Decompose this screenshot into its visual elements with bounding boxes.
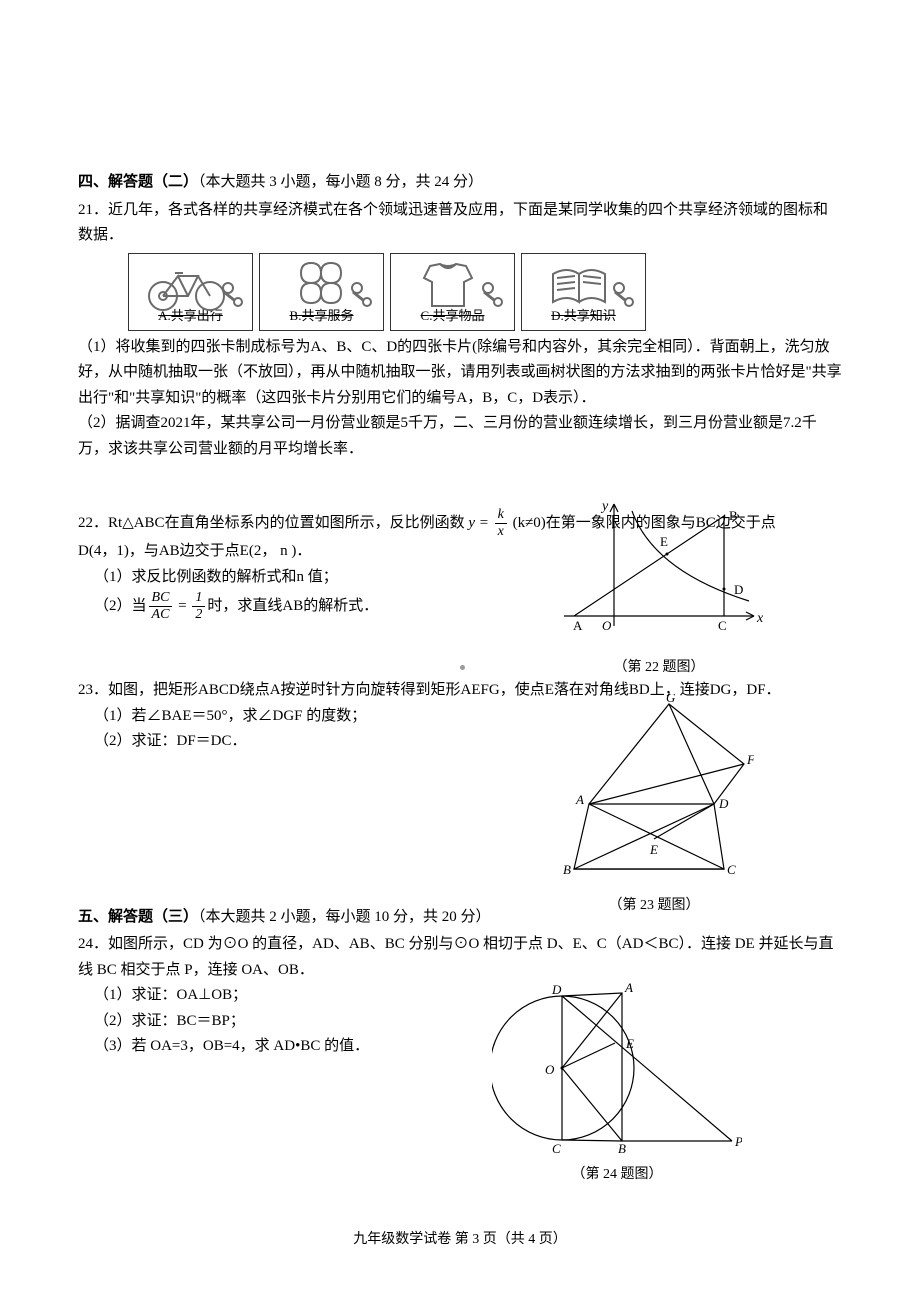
- svg-text:E: E: [649, 842, 658, 857]
- q24-number: 24．: [78, 936, 108, 952]
- section-5-title: 五、解答题（三）: [78, 909, 198, 925]
- q24-graph-label: （第 24 题图）: [492, 1163, 742, 1187]
- q22-fraction-half: 12: [192, 591, 205, 622]
- svg-text:D: D: [734, 582, 743, 597]
- svg-text:F: F: [746, 752, 754, 767]
- q22-text-a: Rt△ABC在直角坐标系内的位置如图所示，反比例函数: [108, 515, 465, 531]
- question-23: 23．如图，把矩形ABCD绕点A按逆时针方向旋转得到矩形AEFG，使点E落在对角…: [78, 678, 842, 755]
- section-5-desc: （本大题共 2 小题，每小题 10 分，共 20 分）: [198, 909, 491, 925]
- svg-text:B: B: [563, 862, 571, 877]
- svg-text:G: G: [666, 694, 676, 705]
- svg-text:y: y: [600, 499, 609, 514]
- svg-text:E: E: [625, 1036, 634, 1051]
- icon-card-d: D.共享知识: [521, 253, 646, 331]
- svg-text:B: B: [729, 508, 738, 523]
- q23-graph-label: （第 23 题图）: [554, 894, 754, 918]
- question-22: 22．Rt△ABC在直角坐标系内的位置如图所示，反比例函数 y = kx (k≠…: [78, 508, 842, 623]
- q22-text-c: D(4，1)，与AB边交于点E(2， n )．: [78, 543, 311, 559]
- section-4-desc: （本大题共 3 小题，每小题 8 分，共 24 分）: [198, 174, 483, 190]
- q22-formula: y =: [468, 515, 492, 531]
- icon-card-a: A.共享出行: [128, 253, 253, 331]
- tshirt-icon: [400, 258, 505, 314]
- q22-p2-a: （2）当: [94, 598, 147, 614]
- svg-text:C: C: [727, 862, 736, 877]
- svg-text:D: D: [718, 796, 729, 811]
- q22-fraction-bcac: BCAC: [149, 591, 173, 622]
- q22-fraction-kx: kx: [495, 508, 507, 539]
- q23-graph: B C A D E F G （第 23 题图）: [554, 694, 754, 917]
- q21-part-1: （1）将收集到的四张卡制成标号为A、B、C、D的四张卡片(除编号和内容外，其余完…: [78, 335, 842, 412]
- section-4-title: 四、解答题（二）: [78, 174, 198, 190]
- svg-text:A: A: [624, 980, 633, 995]
- q24-graph: D A O E C B P （第 24 题图）: [492, 978, 742, 1186]
- q22-p2-b: 时，求直线AB的解析式．: [207, 598, 378, 614]
- icon-card-row: A.共享出行 B.共享服务: [128, 253, 842, 331]
- bike-icon: [138, 258, 243, 314]
- svg-text:P: P: [734, 1134, 742, 1149]
- svg-text:C: C: [552, 1141, 561, 1153]
- svg-text:O: O: [602, 618, 612, 633]
- book-icon: [531, 258, 636, 314]
- q21-part-2: （2）据调查2021年，某共享公司一月份营业额是5千万，二、三月份的营业额连续增…: [78, 411, 842, 462]
- q21-intro: 近几年，各式各样的共享经济模式在各个领域迅速普及应用，下面是某同学收集的四个共享…: [78, 202, 828, 244]
- page-footer: 九年级数学试卷 第 3 页（共 4 页）: [0, 1228, 920, 1252]
- section-4-header: 四、解答题（二）（本大题共 3 小题，每小题 8 分，共 24 分）: [78, 170, 842, 196]
- q23-number: 23．: [78, 682, 108, 698]
- page-dot-marker: [460, 665, 465, 670]
- icon-card-c: C.共享物品: [390, 253, 515, 331]
- footer-text: 九年级数学试卷 第 3 页（共 4 页）: [353, 1232, 567, 1247]
- svg-text:A: A: [573, 618, 583, 633]
- question-21: 21．近几年，各式各样的共享经济模式在各个领域迅速普及应用，下面是某同学收集的四…: [78, 198, 842, 463]
- question-24: 24．如图所示，CD 为⊙O 的直径，AD、AB、BC 分别与⊙O 相切于点 D…: [78, 932, 842, 1060]
- svg-text:A: A: [575, 792, 584, 807]
- icon-card-b: B.共享服务: [259, 253, 384, 331]
- q22-number: 22．: [78, 515, 108, 531]
- q22-graph-label: （第 22 题图）: [554, 656, 764, 680]
- q24-line1: 24．如图所示，CD 为⊙O 的直径，AD、AB、BC 分别与⊙O 相切于点 D…: [78, 932, 842, 983]
- q22-graph: x y O A C B D E （第 22 题图）: [554, 496, 764, 679]
- svg-text:C: C: [718, 618, 727, 633]
- clover-icon: [269, 258, 374, 314]
- svg-text:E: E: [660, 534, 668, 549]
- svg-text:B: B: [618, 1141, 626, 1153]
- svg-text:x: x: [756, 611, 764, 626]
- q21-number: 21．: [78, 202, 108, 218]
- svg-text:O: O: [545, 1062, 555, 1077]
- svg-text:D: D: [551, 982, 562, 997]
- q24-intro: 如图所示，CD 为⊙O 的直径，AD、AB、BC 分别与⊙O 相切于点 D、E、…: [78, 936, 833, 978]
